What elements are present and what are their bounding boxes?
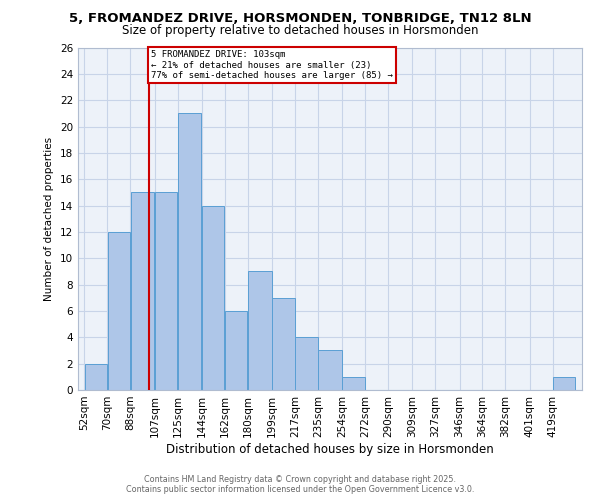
Bar [155, 192, 177, 390]
Text: Contains HM Land Registry data © Crown copyright and database right 2025.
Contai: Contains HM Land Registry data © Crown c… [126, 474, 474, 494]
Bar [343, 377, 365, 390]
Bar [178, 114, 202, 390]
Text: 5, FROMANDEZ DRIVE, HORSMONDEN, TONBRIDGE, TN12 8LN: 5, FROMANDEZ DRIVE, HORSMONDEN, TONBRIDG… [68, 12, 532, 26]
Bar [107, 232, 130, 390]
X-axis label: Distribution of detached houses by size in Horsmonden: Distribution of detached houses by size … [166, 442, 494, 456]
Bar [553, 377, 575, 390]
Bar [225, 311, 247, 390]
Text: Size of property relative to detached houses in Horsmonden: Size of property relative to detached ho… [122, 24, 478, 37]
Y-axis label: Number of detached properties: Number of detached properties [44, 136, 55, 301]
Bar [272, 298, 295, 390]
Bar [295, 338, 317, 390]
Bar [131, 192, 154, 390]
Bar [85, 364, 107, 390]
Text: 5 FROMANDEZ DRIVE: 103sqm
← 21% of detached houses are smaller (23)
77% of semi-: 5 FROMANDEZ DRIVE: 103sqm ← 21% of detac… [151, 50, 392, 80]
Bar [248, 272, 272, 390]
Bar [318, 350, 342, 390]
Bar [202, 206, 224, 390]
